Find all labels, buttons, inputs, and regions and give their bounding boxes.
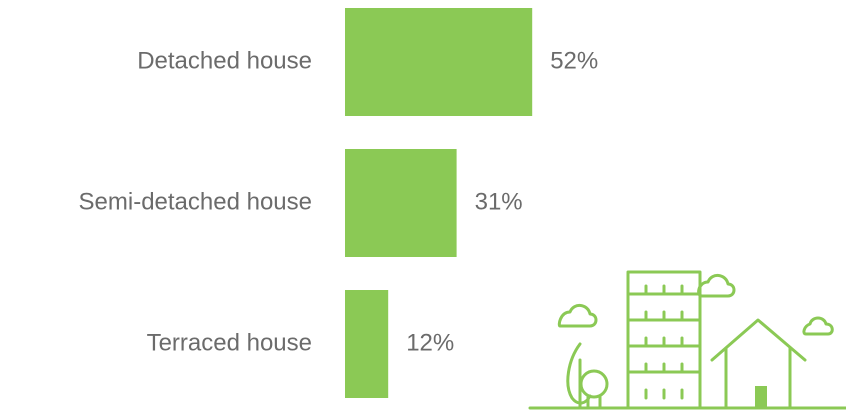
city-illustration <box>528 270 846 410</box>
value-label: 12% <box>406 329 454 356</box>
bar <box>345 149 457 257</box>
category-label: Detached house <box>137 47 312 74</box>
bar <box>345 8 533 116</box>
bar <box>345 290 389 398</box>
category-label: Semi-detached house <box>79 188 312 215</box>
category-label: Terraced house <box>147 329 312 356</box>
value-label: 31% <box>475 188 523 215</box>
value-label: 52% <box>550 47 598 74</box>
